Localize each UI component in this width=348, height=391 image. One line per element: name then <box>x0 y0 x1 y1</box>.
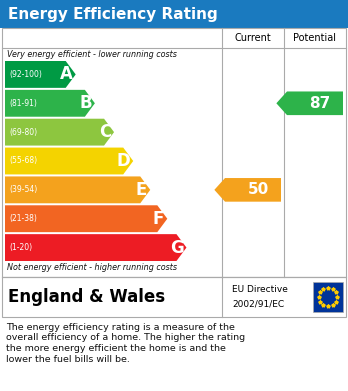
Text: A: A <box>60 65 73 83</box>
Text: overall efficiency of a home. The higher the rating: overall efficiency of a home. The higher… <box>6 334 245 343</box>
Text: (21-38): (21-38) <box>9 214 37 223</box>
Text: G: G <box>170 239 183 256</box>
Bar <box>0 0 348 28</box>
Polygon shape <box>5 119 114 145</box>
Polygon shape <box>276 91 343 115</box>
Text: Potential: Potential <box>293 33 337 43</box>
Polygon shape <box>5 234 187 261</box>
Text: 50: 50 <box>247 182 269 197</box>
Text: Energy Efficiency Rating: Energy Efficiency Rating <box>8 7 218 22</box>
Bar <box>313 282 343 312</box>
Text: (1-20): (1-20) <box>9 243 32 252</box>
Text: (81-91): (81-91) <box>9 99 37 108</box>
Text: (55-68): (55-68) <box>9 156 37 165</box>
Text: Current: Current <box>235 33 271 43</box>
Polygon shape <box>214 178 281 202</box>
Polygon shape <box>5 205 167 232</box>
Bar <box>2 277 346 317</box>
Text: C: C <box>99 123 111 141</box>
Text: EU Directive: EU Directive <box>232 285 288 294</box>
Text: Not energy efficient - higher running costs: Not energy efficient - higher running co… <box>7 263 177 272</box>
Text: (39-54): (39-54) <box>9 185 37 194</box>
Bar <box>2 28 346 277</box>
Text: F: F <box>153 210 164 228</box>
Text: (92-100): (92-100) <box>9 70 42 79</box>
Text: The energy efficiency rating is a measure of the: The energy efficiency rating is a measur… <box>6 323 235 332</box>
Polygon shape <box>5 61 76 88</box>
Text: (69-80): (69-80) <box>9 127 37 136</box>
Polygon shape <box>5 90 95 117</box>
Text: the more energy efficient the home is and the: the more energy efficient the home is an… <box>6 344 226 353</box>
Polygon shape <box>5 147 133 174</box>
Text: Very energy efficient - lower running costs: Very energy efficient - lower running co… <box>7 50 177 59</box>
Text: 87: 87 <box>309 96 331 111</box>
Text: 2002/91/EC: 2002/91/EC <box>232 300 284 309</box>
Text: lower the fuel bills will be.: lower the fuel bills will be. <box>6 355 130 364</box>
Polygon shape <box>5 176 150 203</box>
Text: E: E <box>136 181 147 199</box>
Text: D: D <box>117 152 130 170</box>
Text: England & Wales: England & Wales <box>8 288 165 306</box>
Text: B: B <box>79 94 92 112</box>
